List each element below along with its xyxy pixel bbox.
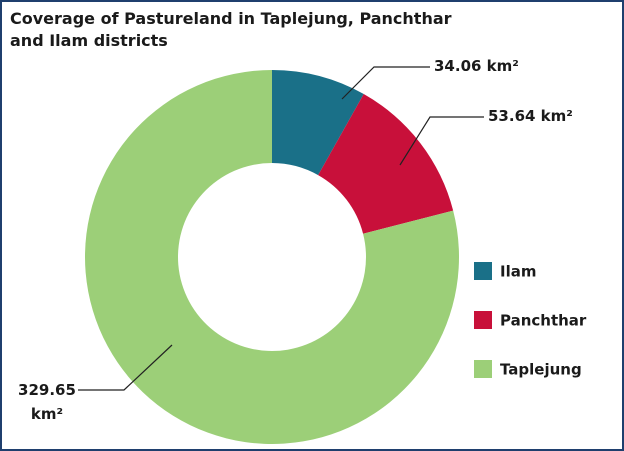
donut-slice bbox=[272, 70, 364, 176]
legend-label: Ilam bbox=[500, 263, 536, 281]
leader-line bbox=[399, 116, 484, 166]
chart-title: Coverage of Pastureland in Taplejung, Pa… bbox=[10, 9, 452, 50]
leader-line bbox=[78, 344, 173, 391]
value-label: 34.06 km² bbox=[434, 57, 519, 75]
legend-swatch bbox=[474, 360, 492, 378]
donut-slice bbox=[318, 94, 454, 234]
value-label: 329.65 km² bbox=[18, 381, 76, 423]
legend-label: Panchthar bbox=[500, 312, 587, 330]
leader-line bbox=[341, 66, 430, 100]
donut-slice bbox=[85, 70, 460, 444]
legend-label: Taplejung bbox=[500, 361, 582, 379]
value-label: 53.64 km² bbox=[488, 107, 573, 125]
legend-swatch bbox=[474, 262, 492, 280]
legend-swatch bbox=[474, 311, 492, 329]
